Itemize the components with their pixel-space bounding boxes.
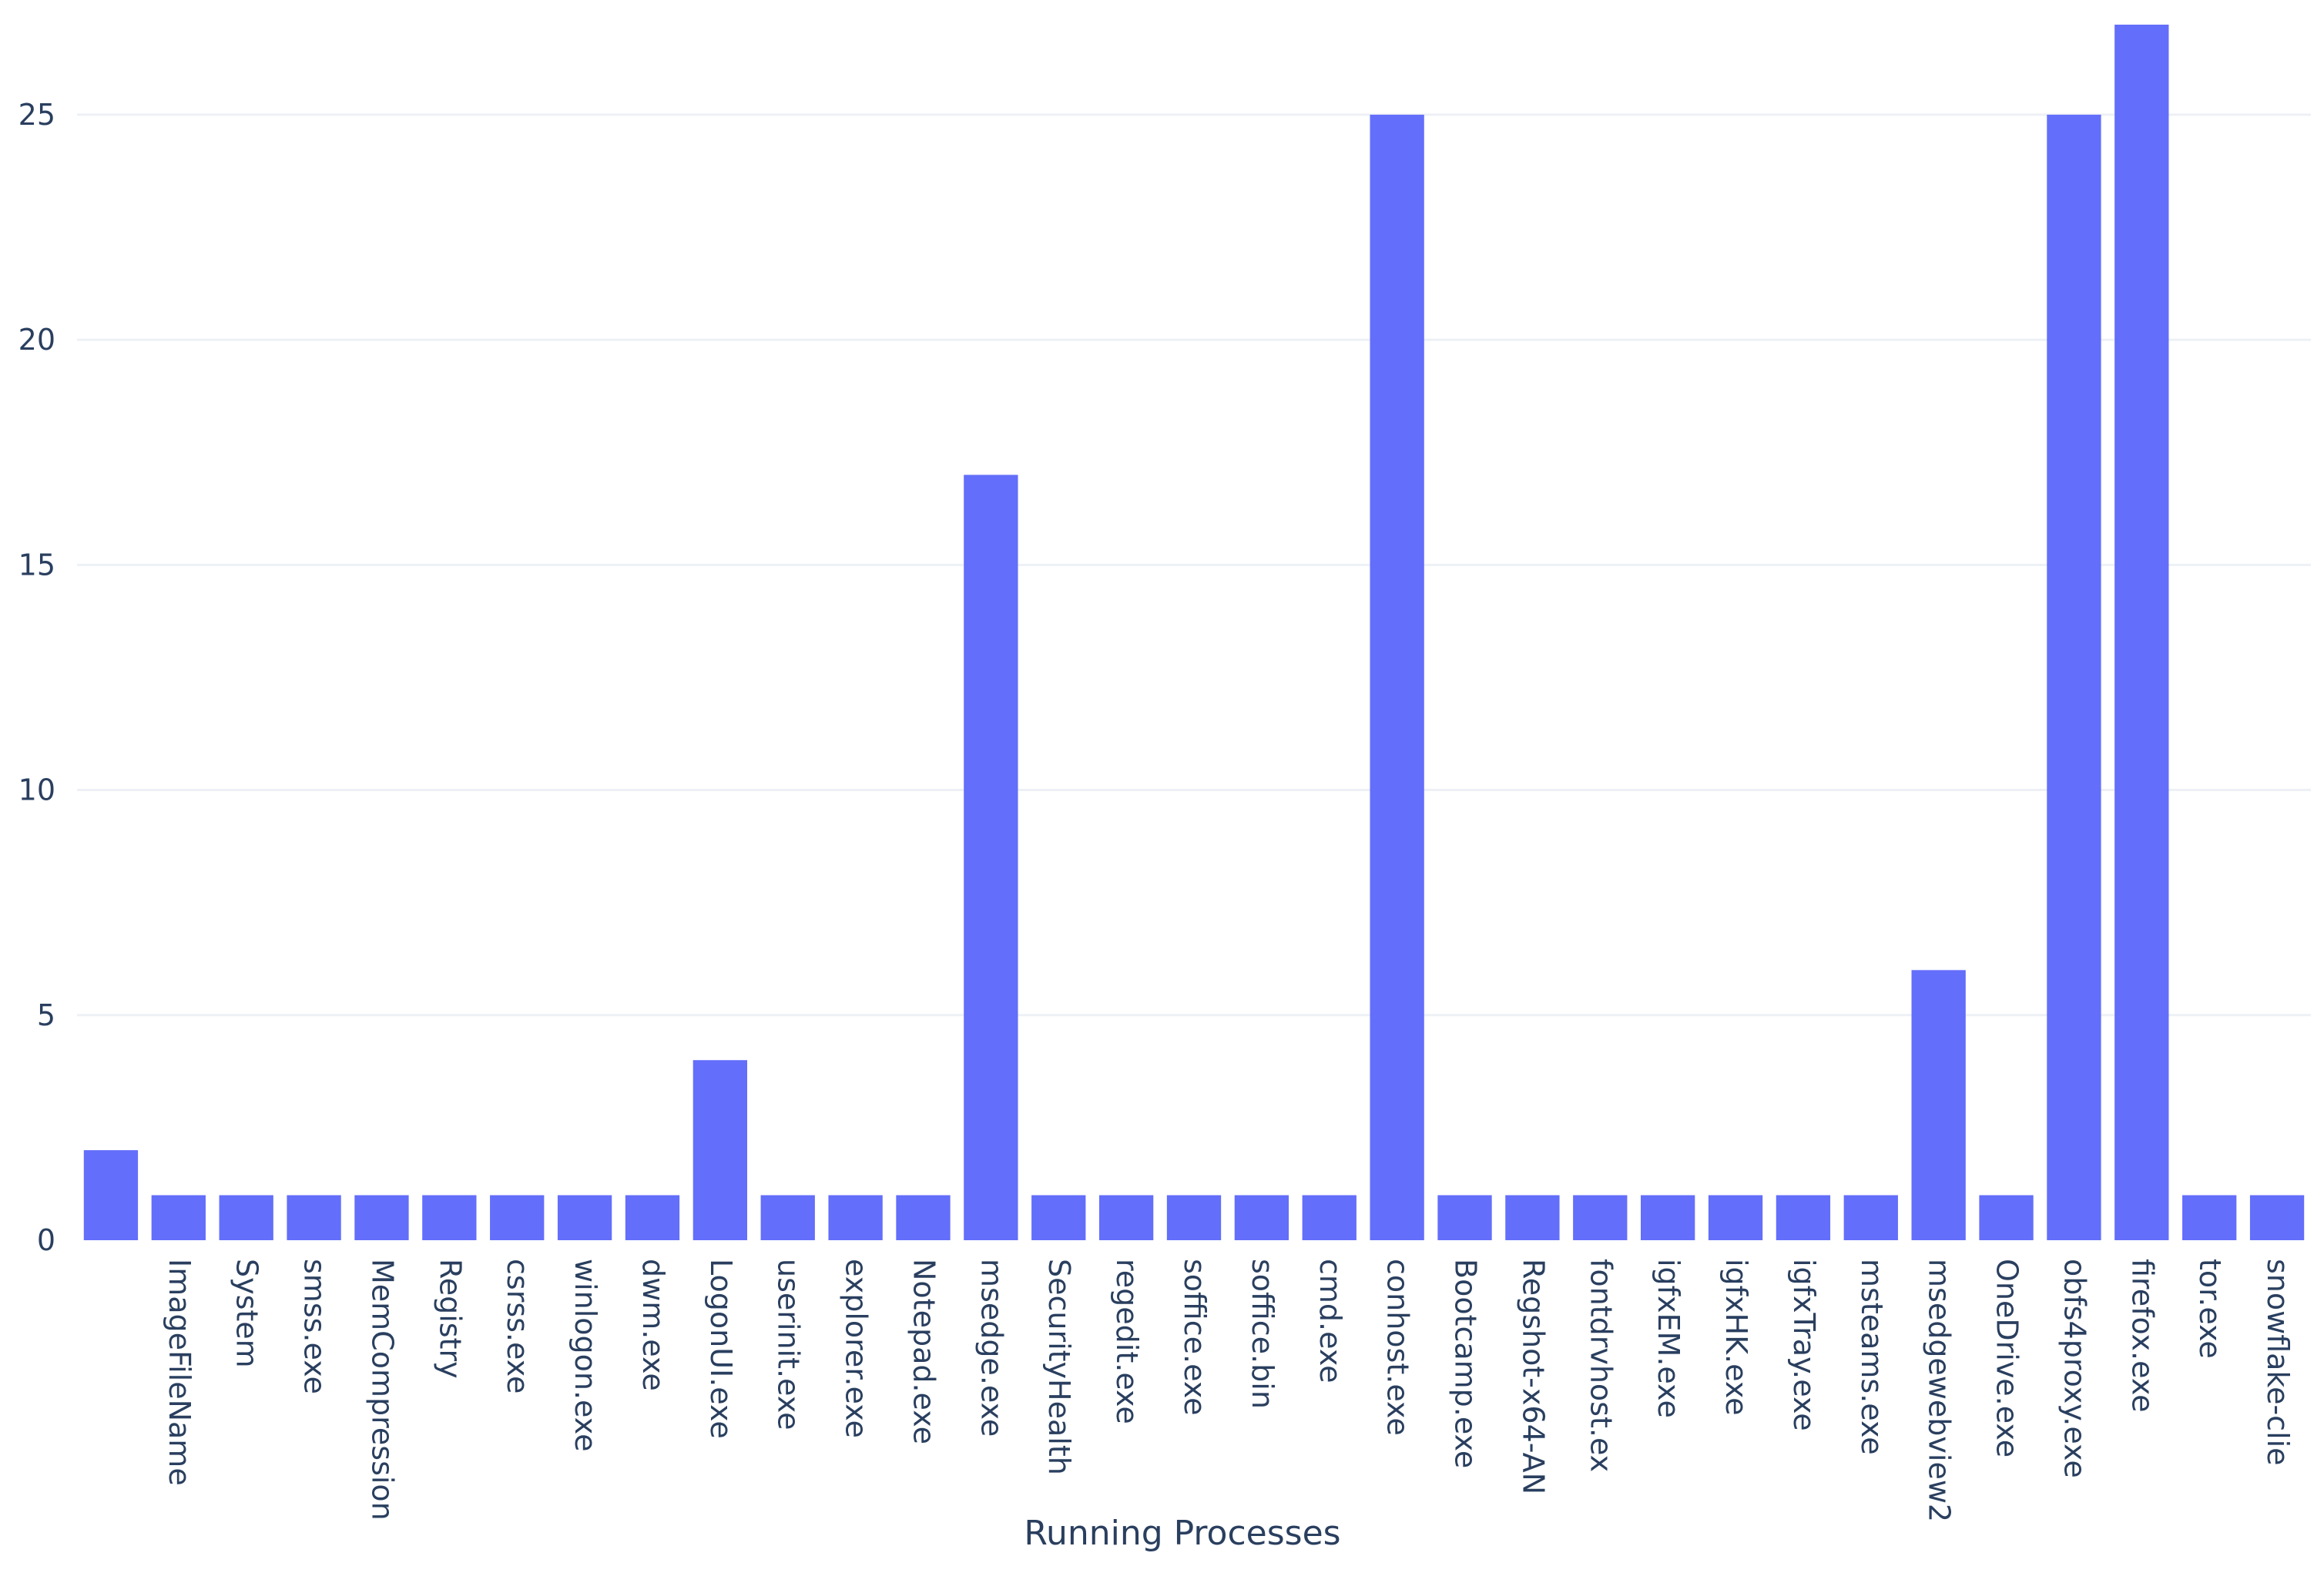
x-tick-label-firefox.exe: firefox.exe (2125, 1259, 2159, 1413)
x-tick-label-igfxTray.exe: igfxTray.exe (1787, 1259, 1821, 1431)
x-tick-label-msteams.exe: msteams.exe (1855, 1259, 1889, 1455)
x-tick-label-userinit.exe: userinit.exe (772, 1259, 806, 1430)
bar-igfxEM.exe[interactable] (1641, 1195, 1695, 1240)
bars (83, 25, 2305, 1240)
x-tick-label-soffice.bin: soffice.bin (1246, 1259, 1279, 1409)
x-tick-label-SecurityHealth: SecurityHealth (1042, 1259, 1076, 1475)
bar-tor.exe[interactable] (2182, 1195, 2237, 1240)
x-tick-label-smss.exe: smss.exe (298, 1259, 332, 1394)
bar-explorer.exe[interactable] (828, 1195, 883, 1240)
bar-igfxHK.exe[interactable] (1708, 1195, 1763, 1240)
bar-Bootcamp.exe[interactable] (1437, 1195, 1492, 1240)
bar-fontdrvhost.ex[interactable] (1573, 1195, 1628, 1240)
bar-cmd.exe[interactable] (1302, 1195, 1357, 1240)
x-tick-label-msedge.exe: msedge.exe (974, 1259, 1008, 1437)
x-tick-label-regedit.exe: regedit.exe (1110, 1259, 1144, 1424)
x-tick-label-System: System (230, 1259, 264, 1368)
x-tick-label-conhost.exe: conhost.exe (1381, 1259, 1415, 1436)
x-tick-label-winlogon.exe: winlogon.exe (568, 1259, 602, 1451)
bar-obfs4proxy.exe[interactable] (2047, 114, 2101, 1240)
bar-conhost.exe[interactable] (1370, 114, 1424, 1240)
x-tick-label-Regshot-x64-AN: Regshot-x64-AN (1516, 1259, 1550, 1494)
x-tick-label-ImageFileName: ImageFileName (163, 1259, 196, 1486)
y-tick-label-25: 25 (18, 98, 55, 132)
bar-msteams.exe[interactable] (1843, 1195, 1898, 1240)
x-tick-label-tor.exe: tor.exe (2193, 1259, 2227, 1359)
bar-snowflake-clie[interactable] (2249, 1195, 2305, 1240)
bar-ImageFileName[interactable] (151, 1195, 206, 1240)
y-tick-label-20: 20 (18, 323, 55, 357)
x-tick-label-fontdrvhost.ex: fontdrvhost.ex (1584, 1259, 1618, 1472)
y-tick-label-15: 15 (18, 548, 55, 582)
x-tick-label-msedgewebview2: msedgewebview2 (1923, 1259, 1957, 1522)
y-tick-label-10: 10 (18, 773, 55, 807)
x-tick-label-obfs4proxy.exe: obfs4proxy.exe (2057, 1259, 2091, 1478)
bar-msedgewebview2[interactable] (1911, 970, 1966, 1240)
bar-msedge.exe[interactable] (964, 475, 1018, 1240)
x-tick-label-igfxEM.exe: igfxEM.exe (1652, 1259, 1685, 1418)
bar-MemCompression[interactable] (354, 1195, 409, 1240)
x-axis-category-labels: ImageFileName System smss.exe MemCompressio… (163, 1259, 2295, 1522)
x-axis-title: Running Processes (1024, 1514, 1340, 1553)
bar-Registry[interactable] (422, 1195, 477, 1240)
bar-csrss.exe[interactable] (490, 1195, 545, 1240)
bar-LogonUI.exe[interactable] (693, 1060, 747, 1240)
y-tick-label-0: 0 (37, 1223, 55, 1257)
bar-igfxTray.exe[interactable] (1776, 1195, 1831, 1240)
x-tick-label-explorer.exe: explorer.exe (840, 1259, 874, 1438)
x-tick-label-Bootcamp.exe: Bootcamp.exe (1449, 1259, 1483, 1468)
x-tick-label-soffice.exe: soffice.exe (1178, 1259, 1212, 1416)
gridlines (77, 113, 2311, 1242)
bar-System[interactable] (219, 1195, 273, 1240)
x-tick-label-igfxHK.exe: igfxHK.exe (1719, 1259, 1753, 1416)
bar-firefox.exe[interactable] (2114, 25, 2169, 1240)
x-tick-label-OneDrive.exe: OneDrive.exe (1990, 1259, 2024, 1457)
bar-soffice.exe[interactable] (1166, 1195, 1222, 1240)
x-tick-label-dwm.exe: dwm.exe (636, 1259, 670, 1391)
bar-soffice.bin[interactable] (1234, 1195, 1289, 1240)
y-tick-label-5: 5 (37, 998, 55, 1032)
x-tick-label-cmd.exe: cmd.exe (1313, 1259, 1347, 1383)
x-tick-label-csrss.exe: csrss.exe (501, 1259, 535, 1394)
x-tick-label-MemCompression: MemCompression (365, 1259, 399, 1521)
bar-dwm.exe[interactable] (625, 1195, 680, 1240)
bar-regedit.exe[interactable] (1098, 1195, 1154, 1240)
x-tick-label-snowflake-clie: snowflake-clie (2261, 1259, 2295, 1466)
x-tick-label-Notepad.exe: Notepad.exe (907, 1259, 941, 1444)
bar-SecurityHealth[interactable] (1031, 1195, 1086, 1240)
y-axis-ticks: 0 5 10 15 20 25 (18, 98, 55, 1257)
bar-Regshot-x64-AN[interactable] (1505, 1195, 1560, 1240)
bar-Notepad.exe[interactable] (896, 1195, 951, 1240)
bar-OneDrive.exe[interactable] (1979, 1195, 2034, 1240)
bar-winlogon.exe[interactable] (557, 1195, 612, 1240)
bar-userinit.exe[interactable] (760, 1195, 815, 1240)
x-tick-label-Registry: Registry (433, 1259, 467, 1379)
bar-unlabeled-0[interactable] (83, 1150, 139, 1240)
bar-smss.exe[interactable] (287, 1195, 341, 1240)
x-tick-label-LogonUI.exe: LogonUI.exe (704, 1259, 738, 1439)
